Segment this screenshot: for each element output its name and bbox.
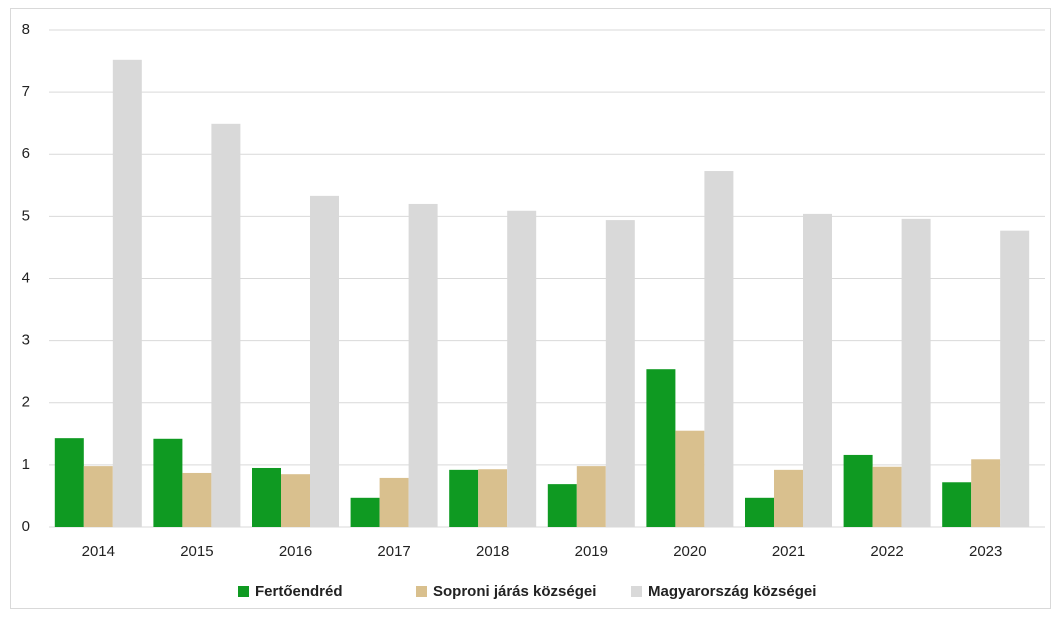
y-tick-label: 3	[22, 332, 30, 349]
bar	[605, 220, 635, 528]
bar	[310, 195, 339, 527]
x-tick-label: 2023	[969, 543, 1002, 560]
bar	[942, 482, 972, 527]
legend-swatch	[238, 586, 249, 597]
x-tick-label: 2014	[82, 543, 115, 560]
legend-label: Soproni járás községei	[433, 583, 596, 600]
y-tick-label: 8	[22, 21, 30, 38]
y-tick-label: 0	[22, 518, 30, 535]
y-tick-label: 7	[22, 83, 30, 100]
chart-frame	[10, 8, 1051, 609]
x-tick-label: 2022	[870, 543, 903, 560]
bar	[646, 369, 676, 527]
bar	[675, 430, 705, 527]
x-tick-label: 2021	[772, 543, 805, 560]
x-tick-label: 2015	[180, 543, 213, 560]
legend-swatch	[416, 586, 427, 597]
bar	[901, 218, 931, 528]
y-tick-label: 2	[22, 394, 30, 411]
bar	[252, 467, 281, 527]
bar	[153, 438, 183, 527]
legend-swatch	[631, 586, 642, 597]
bar	[54, 438, 84, 527]
bar	[576, 466, 606, 527]
bar	[745, 497, 774, 527]
y-tick-label: 5	[22, 207, 30, 224]
y-tick-label: 6	[22, 145, 30, 162]
bar	[211, 123, 241, 527]
y-tick-label: 4	[22, 269, 30, 286]
x-tick-label: 2019	[575, 543, 608, 560]
bar	[449, 469, 479, 527]
bar	[1000, 230, 1030, 527]
bar	[971, 459, 1001, 527]
bar	[774, 469, 803, 527]
bar	[843, 454, 873, 527]
bar	[408, 203, 438, 527]
x-tick-label: 2017	[377, 543, 410, 560]
bar	[182, 472, 212, 527]
y-tick-label: 1	[22, 456, 30, 473]
x-tick-label: 2016	[279, 543, 312, 560]
bar	[350, 497, 380, 527]
bar	[507, 210, 537, 527]
bar	[83, 466, 113, 527]
bar	[547, 484, 577, 527]
bar	[803, 213, 832, 527]
legend-label: Magyarország községei	[648, 583, 816, 600]
x-tick-label: 2020	[673, 543, 706, 560]
bar	[478, 469, 508, 527]
bar	[112, 59, 142, 527]
bar	[872, 466, 902, 527]
legend-label: Fertőendréd	[255, 583, 343, 600]
bar	[379, 477, 409, 527]
x-tick-label: 2018	[476, 543, 509, 560]
bar	[281, 474, 310, 527]
bar	[704, 171, 734, 527]
